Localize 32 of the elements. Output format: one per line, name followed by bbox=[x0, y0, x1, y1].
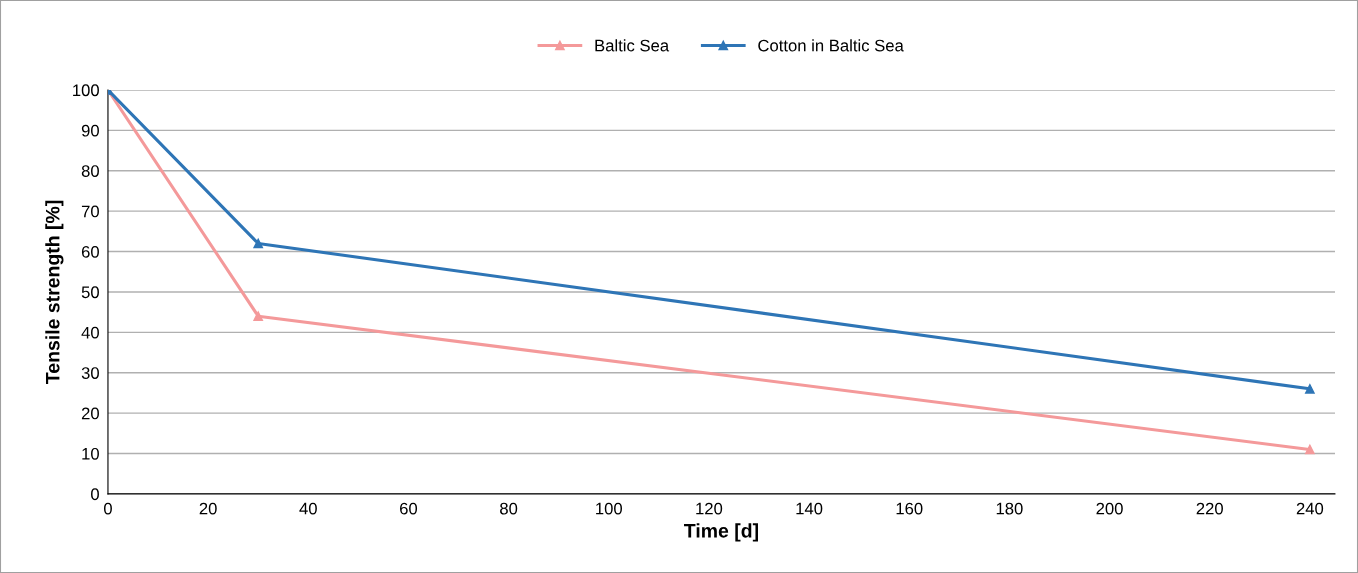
point bbox=[1305, 444, 1315, 455]
x-tick-label: 140 bbox=[796, 502, 823, 515]
y-tick-label: 80 bbox=[81, 165, 99, 177]
y-tick-label: 30 bbox=[81, 367, 99, 379]
point bbox=[253, 238, 264, 249]
y-tick-label: 90 bbox=[81, 124, 99, 137]
x-tick-label: 100 bbox=[596, 502, 623, 515]
x-tick-label: 120 bbox=[696, 502, 723, 515]
legend-label: Cotton in Baltic Sea bbox=[758, 39, 904, 52]
y-tick-label: 40 bbox=[81, 326, 99, 339]
y-tick-label: 60 bbox=[81, 245, 99, 258]
x-tick-label: 40 bbox=[299, 502, 317, 515]
x-tick-label: 180 bbox=[996, 502, 1023, 515]
x-tick-label: 220 bbox=[1196, 502, 1223, 515]
point bbox=[1305, 384, 1315, 394]
x-tick-label: 200 bbox=[1096, 502, 1123, 515]
x-tick-label: 60 bbox=[400, 502, 418, 515]
x-tick-label: 160 bbox=[896, 502, 923, 515]
point bbox=[253, 311, 264, 322]
y-tick-label: 0 bbox=[91, 488, 99, 501]
x-tick-label: 20 bbox=[199, 502, 217, 515]
y-tick-label: 100 bbox=[73, 84, 99, 97]
y-tick-label: 10 bbox=[82, 447, 99, 460]
y-tick-label: 50 bbox=[81, 286, 99, 299]
x-tick-label: 240 bbox=[1296, 502, 1324, 515]
x-axis-title: Time [d] bbox=[684, 523, 758, 542]
x-tick-label: 80 bbox=[500, 502, 518, 515]
y-tick-label: 20 bbox=[81, 407, 99, 420]
x-tick-label: 0 bbox=[103, 502, 112, 515]
y-axis-title: Tensile strength [%] bbox=[45, 200, 64, 384]
legend-label: Baltic Sea bbox=[595, 39, 670, 52]
y-tick-label: 70 bbox=[81, 205, 99, 218]
